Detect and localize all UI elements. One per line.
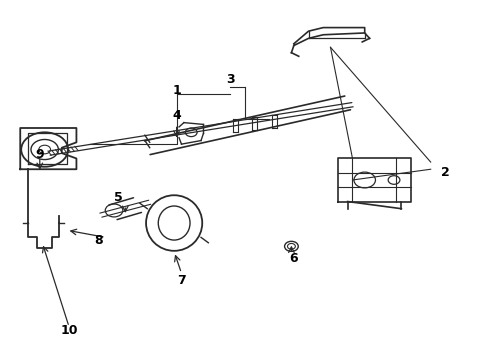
- Text: 3: 3: [226, 73, 235, 86]
- Text: 6: 6: [290, 252, 298, 265]
- Text: 10: 10: [60, 324, 78, 337]
- Text: 5: 5: [114, 192, 122, 204]
- Text: 4: 4: [172, 109, 181, 122]
- Text: 9: 9: [35, 148, 44, 161]
- Text: 7: 7: [177, 274, 186, 287]
- Text: 8: 8: [94, 234, 103, 247]
- Text: 1: 1: [172, 84, 181, 97]
- Text: 2: 2: [441, 166, 450, 179]
